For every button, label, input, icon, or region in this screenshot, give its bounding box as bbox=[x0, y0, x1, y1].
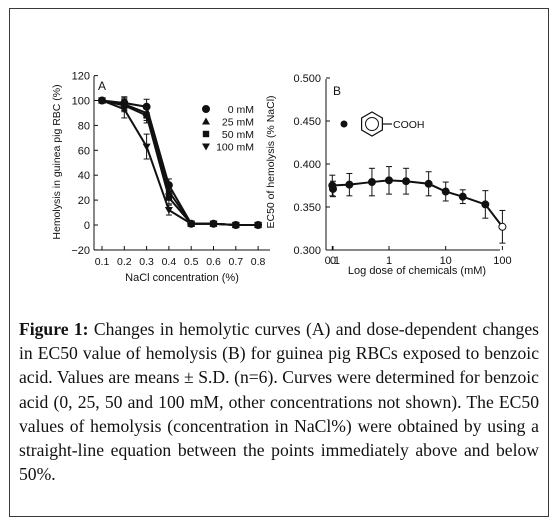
panel-a-x-tick-label: 0.3 bbox=[139, 256, 154, 268]
panel-b-point bbox=[458, 192, 467, 201]
panel-b-series-line bbox=[331, 179, 504, 228]
panel-b-y-tick-label: 0.350 bbox=[293, 202, 321, 214]
panel-a-point bbox=[231, 222, 240, 229]
panel-a-x-tick-label: 0.1 bbox=[95, 256, 110, 268]
panel-a-point bbox=[187, 220, 196, 228]
panel-a-legend-label: 25 mM bbox=[222, 117, 254, 129]
panel-b: B EC50 of hemolysis (% NaCl) Log dose of… bbox=[265, 73, 512, 277]
panel-b-point bbox=[367, 178, 376, 187]
panel-b-y-tick-label: 0.300 bbox=[293, 245, 321, 257]
panel-b-ylabel: EC50 of hemolysis (% NaCl) bbox=[265, 95, 277, 228]
panel-b-y-tick-label: 0.400 bbox=[293, 159, 321, 171]
figure-frame bbox=[9, 8, 549, 517]
panel-a-point bbox=[165, 194, 173, 201]
panel-a-x-tick-label: 0.8 bbox=[251, 256, 266, 268]
panel-b-series-0 bbox=[328, 166, 507, 244]
panel-b-point bbox=[424, 179, 433, 188]
panel-a-point bbox=[120, 106, 129, 114]
panel-a-point bbox=[164, 207, 173, 215]
panel-a-y-tick-label: 20 bbox=[78, 195, 90, 207]
panel-a-legend-marker bbox=[202, 105, 210, 113]
panel-b-legend: COOH bbox=[340, 111, 425, 137]
panel-a-y-tick-label: 100 bbox=[72, 96, 90, 108]
panel-a-x-tick-label: 0.5 bbox=[184, 256, 199, 268]
panel-a: A Hemolysis in guinea pig RBC (%) NaCl c… bbox=[51, 71, 270, 284]
panel-b-x-tick-label: 0.1 bbox=[325, 255, 340, 267]
panel-b-label: B bbox=[333, 84, 341, 98]
panel-a-y-tick-label: 60 bbox=[78, 145, 90, 157]
panel-a-y-tick-label: 0 bbox=[84, 220, 90, 232]
panel-a-point bbox=[254, 222, 263, 229]
figure-caption: Figure 1: Changes in hemolytic curves (A… bbox=[19, 317, 539, 486]
figure-caption-text: Changes in hemolytic curves (A) and dose… bbox=[19, 319, 539, 485]
panel-b-legend-structure-label: COOH bbox=[393, 119, 425, 131]
panel-a-series-3 bbox=[98, 97, 263, 229]
panel-b-point bbox=[402, 177, 411, 186]
panel-b-x-tick-label: 10 bbox=[440, 255, 452, 267]
panel-a-legend-label: 0 mM bbox=[228, 104, 254, 116]
panel-a-y-tick-label: −20 bbox=[71, 245, 90, 257]
panel-a-x-tick-label: 0.2 bbox=[117, 256, 132, 268]
panel-a-legend-label: 100 mM bbox=[216, 142, 254, 154]
panel-b-point bbox=[498, 222, 507, 231]
panel-a-legend-marker bbox=[202, 130, 210, 138]
panel-b-x-tick-label: 0 bbox=[330, 255, 336, 267]
panel-b-y-tick-label: 0.500 bbox=[293, 73, 321, 85]
panel-b-legend-marker bbox=[340, 120, 348, 128]
panel-a-legend-label: 50 mM bbox=[222, 129, 254, 141]
panel-a-x-tick-label: 0.7 bbox=[228, 256, 243, 268]
panel-a-legend-marker bbox=[202, 117, 210, 125]
benzene-ring-icon bbox=[365, 117, 379, 131]
panel-a-xlabel: NaCl concentration (%) bbox=[125, 272, 239, 284]
panel-a-point bbox=[98, 97, 106, 105]
panel-a-point bbox=[143, 112, 150, 119]
panel-a-y-tick-label: 120 bbox=[72, 71, 90, 83]
panel-b-point bbox=[441, 187, 450, 196]
benzoic-acid-structure-icon bbox=[361, 111, 383, 137]
panel-b-point bbox=[345, 180, 354, 189]
panel-b-point bbox=[328, 181, 337, 190]
panel-a-y-tick-label: 40 bbox=[78, 170, 90, 182]
panel-b-xlabel: Log dose of chemicals (mM) bbox=[348, 265, 486, 277]
panel-a-point bbox=[142, 143, 151, 151]
panel-a-point bbox=[209, 220, 218, 228]
panel-a-ylabel: Hemolysis in guinea pig RBC (%) bbox=[51, 84, 63, 239]
panel-b-point bbox=[481, 200, 490, 209]
panel-a-x-tick-label: 0.6 bbox=[206, 256, 221, 268]
panel-b-y-tick-label: 0.450 bbox=[293, 116, 321, 128]
panel-a-legend-marker bbox=[202, 143, 210, 151]
panel-b-point bbox=[385, 176, 393, 185]
panel-a-label: A bbox=[98, 79, 106, 93]
panel-a-series-line bbox=[101, 99, 259, 226]
figure-caption-label: Figure 1: bbox=[19, 319, 89, 339]
panel-a-y-tick-label: 80 bbox=[78, 120, 90, 132]
panel-a-x-tick-label: 0.4 bbox=[162, 256, 177, 268]
panel-b-x-tick-label: 100 bbox=[493, 255, 511, 267]
panel-b-x-tick-label: 1 bbox=[386, 255, 392, 267]
